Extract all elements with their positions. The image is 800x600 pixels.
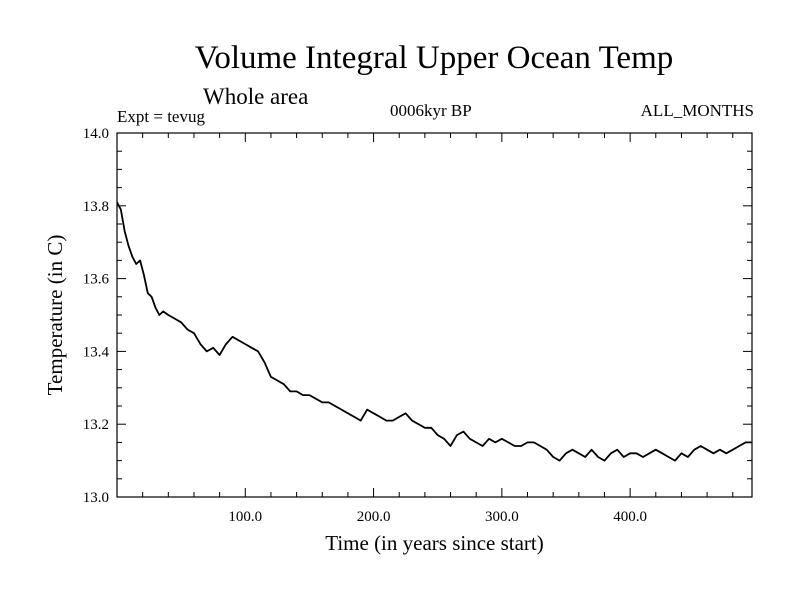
chart-title: Volume Integral Upper Ocean Temp [194,40,674,76]
chart-subtitle: Whole area [203,84,309,109]
plot-frame [116,132,753,498]
x-tick-label: 200.0 [357,509,391,525]
y-tick-label: 13.2 [83,417,109,433]
x-axis-label: Time (in years since start) [325,531,544,555]
series-line-0 [116,201,752,462]
y-tick-label: 14.0 [83,126,109,142]
x-tick-label: 300.0 [485,509,519,525]
y-tick-label: 13.0 [83,490,109,506]
x-tick-label: 100.0 [228,509,262,525]
y-tick-label: 13.8 [83,199,109,215]
x-tick-label: 400.0 [613,509,647,525]
y-tick-label: 13.6 [83,272,110,288]
y-axis-label: Temperature (in C) [43,235,67,396]
experiment-label: Expt = tevug [117,107,205,126]
period-label: 0006kyr BP [390,101,472,120]
y-tick-label: 13.4 [83,344,110,360]
months-label: ALL_MONTHS [640,101,754,120]
